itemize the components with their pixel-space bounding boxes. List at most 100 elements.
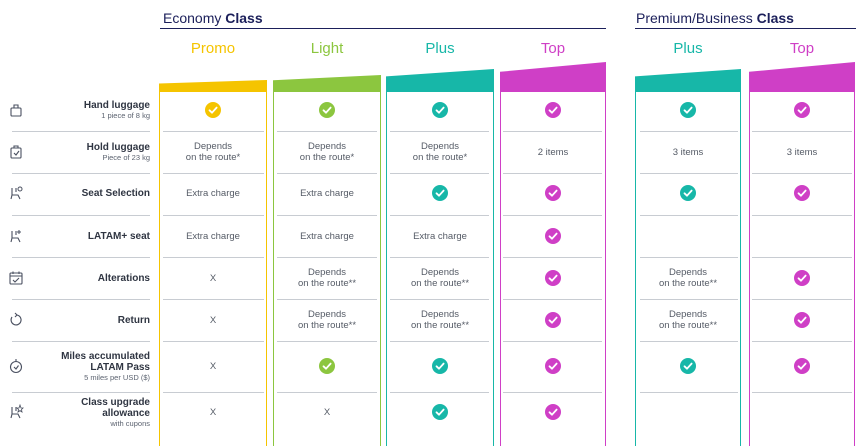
group-divider [160, 28, 606, 29]
check-icon [794, 102, 810, 118]
check-icon [545, 312, 561, 328]
column-banner [159, 80, 267, 92]
row-label: Miles accumulated LATAM Pass 5 miles per … [18, 351, 150, 382]
latam-plus-seat-icon [8, 228, 24, 244]
cell-text: Extra charge [186, 187, 240, 199]
column-banner [749, 62, 855, 92]
row-label-text: Class upgrade allowance [81, 396, 150, 419]
column-banner [273, 75, 381, 92]
row-divider [640, 173, 738, 174]
row-divider [390, 215, 489, 216]
row-label: LATAM+ seat [18, 231, 150, 242]
row-divider [12, 341, 150, 342]
column-banner [635, 69, 741, 92]
check-icon [680, 185, 696, 201]
row-label-text: LATAM+ seat [87, 230, 150, 242]
row-divider [752, 173, 852, 174]
row-label: Alterations [18, 273, 150, 284]
group-title-plain: Economy [163, 10, 226, 26]
row-divider [277, 392, 377, 393]
group-title-bold: Class [756, 10, 794, 26]
column-name-plus: Plus [425, 40, 455, 57]
check-icon [432, 358, 448, 374]
column-name-top: Top [789, 40, 815, 57]
check-icon [680, 358, 696, 374]
row-divider [390, 173, 489, 174]
row-divider [163, 299, 264, 300]
row-divider [503, 392, 602, 393]
row-divider [390, 299, 489, 300]
row-label-subtext: 1 piece of 8 kg [101, 111, 150, 120]
seat-selection-icon [8, 185, 24, 201]
class-upgrade-icon [8, 403, 24, 420]
row-divider [640, 341, 738, 342]
check-icon [545, 358, 561, 374]
row-divider [12, 215, 150, 216]
cell-text: Extra charge [300, 187, 354, 199]
row-divider [390, 392, 489, 393]
alterations-icon [8, 270, 24, 286]
miles-icon [8, 358, 24, 374]
cell-text: X [209, 272, 217, 284]
row-divider [12, 173, 150, 174]
check-icon [545, 404, 561, 420]
column-frame [386, 90, 494, 446]
row-divider [163, 341, 264, 342]
row-divider [277, 341, 377, 342]
row-divider [390, 257, 489, 258]
row-divider [277, 299, 377, 300]
row-divider [12, 392, 150, 393]
row-divider [752, 257, 852, 258]
row-label: Hand luggage 1 piece of 8 kg [18, 100, 150, 120]
cell-text: Depends on the route** [658, 309, 718, 331]
row-divider [752, 392, 852, 393]
column-frame [273, 90, 381, 446]
check-icon [545, 228, 561, 244]
row-divider [277, 215, 377, 216]
row-label-subtext: 5 miles per USD ($) [84, 372, 150, 382]
group-title: Economy Class [163, 10, 263, 26]
row-label-text: Alterations [97, 272, 150, 284]
group-divider [635, 28, 856, 29]
cell-text: 3 items [786, 146, 818, 158]
row-divider [752, 341, 852, 342]
row-divider [277, 131, 377, 132]
cell-text: Depends on the route* [185, 141, 241, 163]
check-icon [545, 102, 561, 118]
column-name-promo: Promo [190, 40, 236, 57]
group-title: Premium/Business Class [636, 10, 794, 26]
cell-text: Depends on the route** [410, 309, 470, 331]
cell-text: Extra charge [300, 230, 354, 242]
cell-text: Depends on the route** [297, 267, 357, 289]
return-icon [8, 312, 24, 328]
row-divider [640, 299, 738, 300]
row-divider [163, 173, 264, 174]
cell-text: Depends on the route* [299, 141, 355, 163]
row-divider [640, 257, 738, 258]
row-divider [163, 392, 264, 393]
row-label: Seat Selection [18, 188, 150, 199]
cell-text: Depends on the route** [658, 267, 718, 289]
check-icon [794, 358, 810, 374]
column-banner [386, 69, 494, 92]
row-divider [12, 257, 150, 258]
group-title-bold: Class [225, 10, 263, 26]
check-icon [545, 185, 561, 201]
column-frame [500, 90, 606, 446]
cell-text: Extra charge [186, 230, 240, 242]
group-title-plain: Premium/Business [636, 10, 757, 26]
cell-text: Depends on the route* [412, 141, 468, 163]
row-divider [390, 341, 489, 342]
row-divider [12, 299, 150, 300]
row-divider [163, 215, 264, 216]
row-divider [503, 215, 602, 216]
row-divider [640, 131, 738, 132]
row-divider [163, 257, 264, 258]
hand-luggage-icon [8, 102, 24, 118]
row-label-text: Hold luggage [86, 142, 150, 153]
row-label-text: Return [117, 314, 150, 326]
column-name-light: Light [310, 40, 344, 57]
cell-text: X [209, 360, 217, 372]
row-divider [752, 215, 852, 216]
row-divider [752, 131, 852, 132]
